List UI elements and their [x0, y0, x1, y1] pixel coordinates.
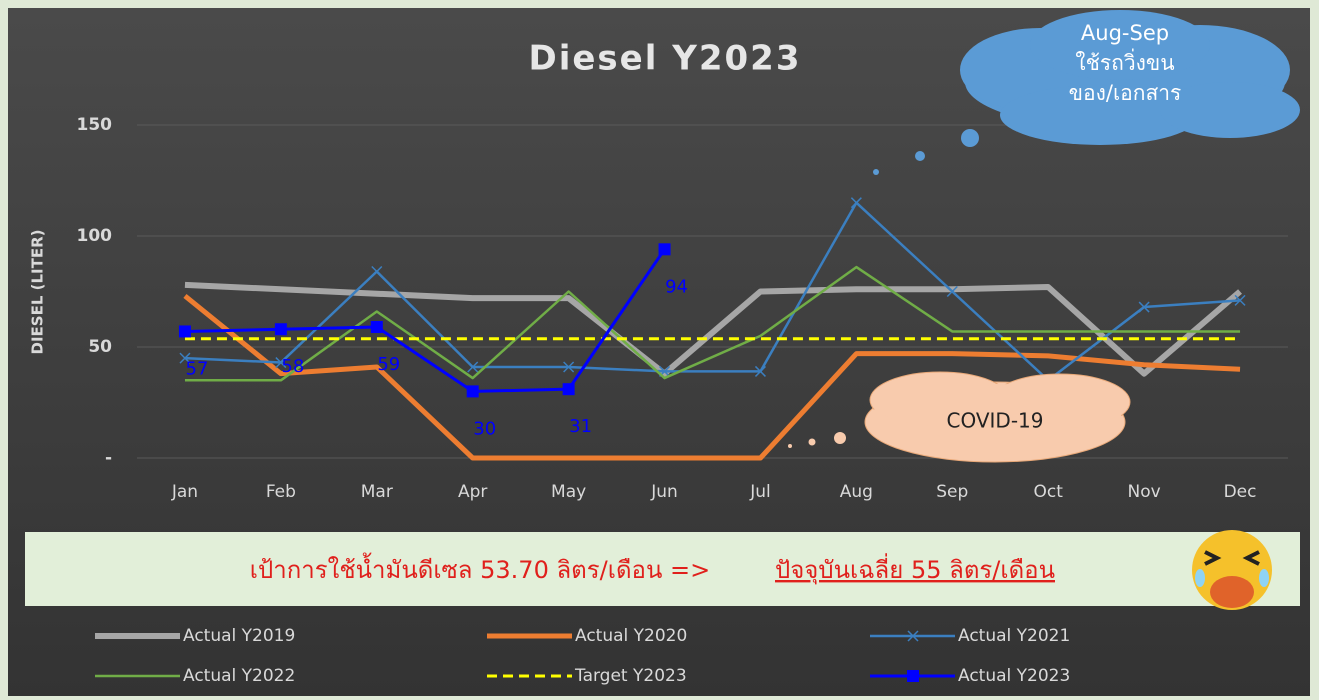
y-axis-label: DIESEL (LITER) [29, 230, 47, 355]
marker [659, 243, 671, 255]
legend-label: Actual Y2021 [958, 626, 1070, 646]
legend-label: Actual Y2022 [183, 666, 295, 686]
x-tick-label: Jan [171, 482, 198, 502]
marker [371, 321, 383, 333]
data-label: 30 [473, 418, 496, 439]
x-tick-label: Feb [266, 482, 296, 502]
x-tick-label: Sep [936, 482, 968, 502]
x-tick-label: Oct [1034, 482, 1064, 502]
legend-marker [907, 670, 919, 682]
x-tick-label: Dec [1224, 482, 1257, 502]
annotation-text: Aug-Sep [1081, 21, 1169, 45]
x-tick-label: Aug [840, 482, 873, 502]
data-label: 31 [569, 416, 592, 437]
marker [467, 385, 479, 397]
legend-label: Actual Y2020 [575, 626, 687, 646]
data-label: 59 [377, 354, 400, 375]
marker [563, 383, 575, 395]
banner-highlight: ปัจจุบันเฉลี่ย 55 ลิตร/เดือน [775, 553, 1055, 585]
y-tick-label: 50 [88, 337, 112, 357]
legend-label: Actual Y2023 [958, 666, 1070, 686]
x-tick-label: Jul [749, 482, 771, 502]
chart-title: Diesel Y2023 [529, 39, 802, 79]
x-tick-label: Jun [650, 482, 678, 502]
banner-text: เป้าการใช้น้ำมันดีเซล 53.70 ลิตร/เดือน =… [250, 552, 710, 584]
legend-label: Target Y2023 [574, 666, 687, 686]
annotation-text: ใช้รถวิ่งขน [1075, 48, 1174, 75]
chart: Diesel Y2023 DIESEL (LITER) - 50 100 150 Jan… [0, 0, 1319, 700]
x-tick-label: Mar [361, 482, 393, 502]
y-tick-label: 150 [77, 115, 113, 135]
annotation-text: COVID-19 [946, 409, 1043, 433]
page: Diesel Y2023 DIESEL (LITER) - 50 100 150 Jan… [0, 0, 1319, 700]
x-tick-label: Apr [458, 482, 487, 502]
data-label: 94 [665, 276, 688, 297]
y-tick-label: 100 [77, 226, 113, 246]
data-label: 58 [281, 356, 304, 377]
annotation-text: ของ/เอกสาร [1069, 81, 1182, 105]
marker [179, 325, 191, 337]
legend-label: Actual Y2019 [183, 626, 295, 646]
emoji [1192, 530, 1272, 610]
x-tick-label: May [551, 482, 586, 502]
y-tick-label: - [105, 448, 112, 468]
marker [275, 323, 287, 335]
x-tick-label: Nov [1128, 482, 1161, 502]
data-label: 57 [186, 358, 209, 379]
